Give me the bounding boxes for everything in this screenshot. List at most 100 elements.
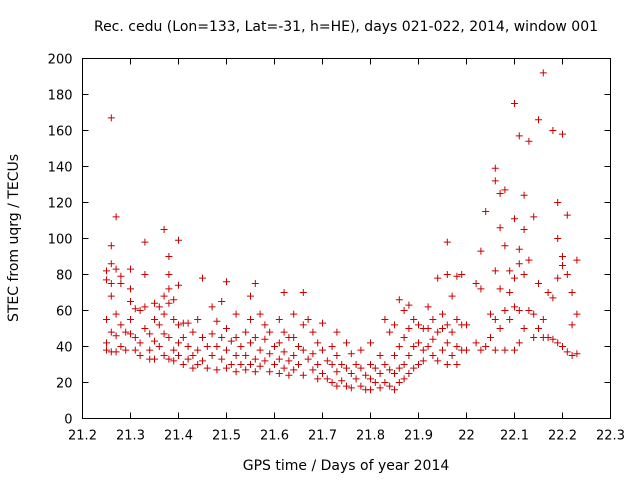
data-point bbox=[544, 334, 552, 341]
data-point bbox=[199, 274, 206, 282]
data-point bbox=[525, 307, 533, 314]
data-point bbox=[357, 346, 365, 354]
data-point bbox=[415, 321, 422, 329]
data-point bbox=[400, 375, 408, 383]
data-point bbox=[395, 343, 403, 350]
data-point bbox=[573, 256, 581, 264]
data-point bbox=[103, 276, 110, 284]
data-point bbox=[347, 350, 355, 358]
data-point bbox=[242, 366, 250, 374]
data-point bbox=[371, 364, 379, 372]
data-point bbox=[165, 271, 173, 278]
data-point bbox=[107, 292, 115, 300]
data-point bbox=[352, 375, 360, 383]
data-point bbox=[501, 307, 509, 314]
data-point bbox=[496, 224, 504, 232]
data-point bbox=[573, 350, 581, 358]
data-point bbox=[299, 346, 307, 354]
y-tick-label: 120 bbox=[48, 197, 73, 212]
data-point bbox=[367, 339, 374, 347]
data-point bbox=[261, 335, 269, 343]
data-point bbox=[491, 316, 499, 323]
data-point bbox=[386, 366, 394, 374]
data-point bbox=[405, 301, 413, 309]
data-point bbox=[151, 355, 158, 363]
data-point bbox=[112, 348, 120, 356]
data-point bbox=[563, 211, 571, 219]
data-point bbox=[443, 271, 451, 278]
data-point bbox=[290, 310, 298, 318]
data-point bbox=[160, 292, 168, 300]
data-point bbox=[112, 332, 120, 340]
data-point bbox=[280, 328, 288, 336]
y-tick-label: 80 bbox=[56, 269, 73, 284]
data-point bbox=[170, 357, 178, 365]
data-point bbox=[405, 325, 413, 332]
data-point bbox=[151, 299, 158, 307]
data-point bbox=[554, 339, 562, 347]
data-point bbox=[443, 238, 451, 246]
data-point bbox=[155, 343, 163, 350]
data-point bbox=[203, 343, 211, 350]
data-point bbox=[232, 352, 240, 359]
data-point bbox=[434, 274, 442, 282]
data-point bbox=[266, 328, 274, 336]
data-point bbox=[520, 325, 528, 332]
data-point bbox=[280, 364, 288, 372]
data-point bbox=[439, 346, 446, 354]
data-point bbox=[415, 361, 422, 368]
data-point bbox=[448, 352, 456, 359]
data-point bbox=[194, 361, 202, 368]
data-point bbox=[165, 334, 173, 341]
data-point bbox=[525, 256, 533, 264]
data-point bbox=[333, 328, 341, 336]
data-point bbox=[400, 361, 408, 368]
y-tick-label: 140 bbox=[48, 161, 73, 176]
data-point bbox=[443, 339, 451, 347]
data-point bbox=[275, 316, 283, 323]
data-point bbox=[453, 316, 461, 323]
data-point bbox=[213, 366, 221, 374]
data-point bbox=[194, 316, 202, 323]
data-point bbox=[170, 316, 178, 323]
x-tick-label: 21.7 bbox=[308, 429, 337, 444]
data-point bbox=[391, 321, 398, 329]
data-point bbox=[443, 361, 451, 368]
data-point bbox=[295, 343, 302, 350]
data-point bbox=[376, 370, 384, 377]
data-point bbox=[309, 328, 317, 336]
data-point bbox=[285, 371, 293, 379]
data-point bbox=[448, 292, 456, 300]
data-point bbox=[247, 361, 254, 368]
data-point bbox=[256, 310, 264, 318]
data-point bbox=[242, 352, 250, 359]
data-point bbox=[165, 253, 173, 260]
data-point bbox=[319, 370, 326, 377]
data-point bbox=[285, 357, 293, 365]
data-point bbox=[103, 346, 110, 354]
data-point bbox=[151, 337, 158, 345]
data-point bbox=[343, 364, 350, 372]
data-point bbox=[429, 335, 437, 343]
data-point bbox=[520, 226, 528, 233]
data-point bbox=[381, 361, 389, 368]
data-point bbox=[275, 370, 283, 377]
data-point bbox=[199, 334, 206, 341]
chart-title: Rec. cedu (Lon=133, Lat=-31, h=HE), days… bbox=[94, 19, 598, 35]
data-point bbox=[549, 335, 557, 343]
data-point bbox=[223, 325, 230, 332]
data-point bbox=[410, 343, 418, 350]
data-point bbox=[189, 352, 197, 359]
data-point bbox=[275, 355, 283, 363]
data-point bbox=[112, 213, 120, 221]
data-point bbox=[290, 366, 298, 374]
data-point bbox=[223, 364, 230, 372]
data-point bbox=[266, 350, 274, 358]
data-point bbox=[525, 137, 533, 145]
data-point bbox=[175, 236, 182, 244]
x-tick-label: 22 bbox=[458, 429, 475, 444]
data-point bbox=[199, 357, 206, 365]
data-point bbox=[352, 361, 360, 368]
data-point bbox=[515, 245, 523, 253]
data-point bbox=[103, 339, 110, 347]
